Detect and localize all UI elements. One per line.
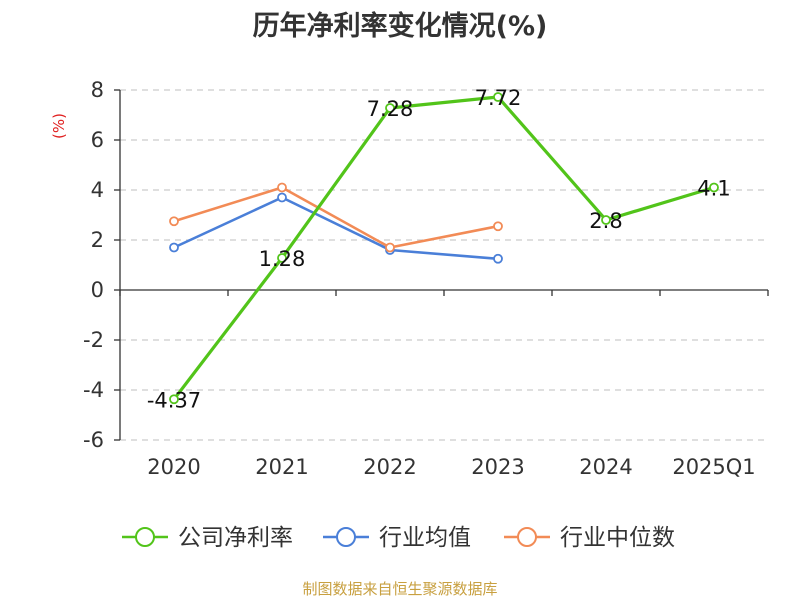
- series-line: [173, 186, 499, 249]
- data-point: [493, 221, 503, 232]
- x-tick-label: 2020: [147, 455, 200, 479]
- source-footer: 制图数据来自恒生聚源数据库: [302, 580, 497, 598]
- data-point: [169, 242, 179, 253]
- legend-marker: [135, 527, 155, 547]
- legend-item: 公司净利率: [178, 525, 293, 551]
- data-point: [277, 192, 287, 203]
- x-tick-label: 2022: [363, 455, 416, 479]
- data-point: [385, 103, 395, 113]
- y-tick-labels: -6 -4 -2 0 2 4 6 8: [83, 78, 104, 452]
- data-label: 1.28: [259, 247, 306, 271]
- data-labels: -4.37 1.28 7.28 7.72 2.8 4.1: [147, 86, 731, 412]
- data-label: -4.37: [147, 388, 201, 412]
- series-line: [173, 196, 499, 261]
- data-point: [385, 242, 395, 253]
- data-point: [493, 253, 503, 264]
- axes: [114, 89, 769, 441]
- data-point: [493, 92, 503, 102]
- data-point: [277, 253, 287, 263]
- y-tick-label: 8: [91, 78, 104, 102]
- y-axis-label: (%): [50, 113, 68, 139]
- data-label: 2.8: [589, 209, 622, 233]
- data-point: [169, 394, 179, 405]
- legend-marker: [336, 527, 356, 547]
- y-tick-label: -6: [83, 428, 104, 452]
- data-point: [277, 182, 287, 193]
- x-tick-labels: 2020 2021 2022 2023 2024 2025Q1: [147, 455, 755, 479]
- y-tick-label: 0: [91, 278, 104, 302]
- data-point: [601, 215, 611, 225]
- y-tick-label: 4: [91, 178, 104, 202]
- data-label: 7.28: [367, 97, 414, 121]
- series-line: [172, 95, 715, 401]
- x-tick-label: 2025Q1: [672, 455, 755, 479]
- y-tick-label: 2: [91, 228, 104, 252]
- legend-item: 行业中位数: [560, 525, 675, 551]
- grid-lines: [120, 89, 768, 441]
- data-label: 7.72: [475, 86, 522, 110]
- data-point: [709, 182, 719, 193]
- data-point: [169, 216, 179, 227]
- x-tick-label: 2023: [471, 455, 524, 479]
- chart-title: 历年净利率变化情况(%): [253, 10, 548, 42]
- legend-marker: [517, 527, 537, 547]
- data-label: 4.1: [697, 177, 730, 201]
- legend: 公司净利率 行业均值 行业中位数: [122, 525, 675, 551]
- series-lines: [169, 92, 719, 405]
- legend-item: 行业均值: [379, 525, 471, 551]
- y-tick-label: -2: [83, 328, 104, 352]
- y-tick-label: 6: [91, 128, 104, 152]
- x-tick-label: 2021: [255, 455, 308, 479]
- y-tick-label: -4: [83, 378, 104, 402]
- x-tick-label: 2024: [579, 455, 632, 479]
